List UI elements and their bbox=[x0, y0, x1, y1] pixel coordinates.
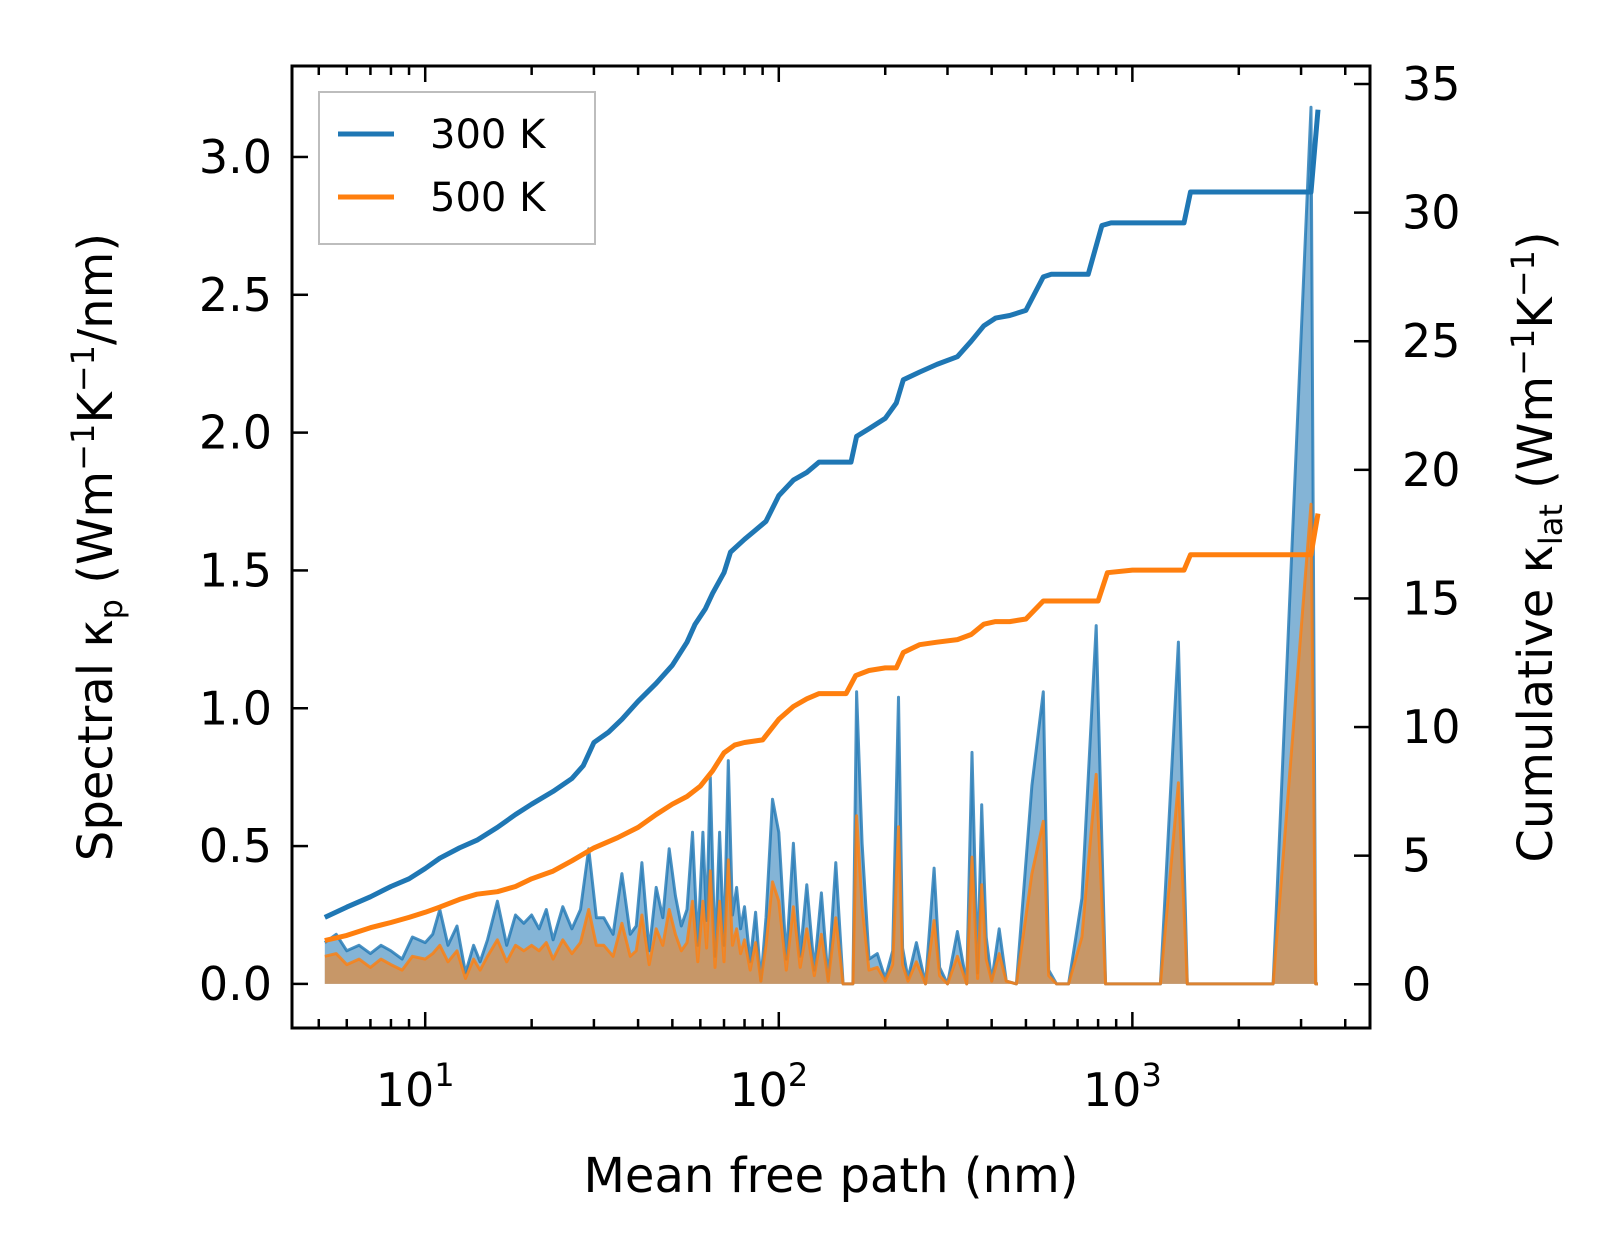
y-left-tick-label: 1.0 bbox=[199, 681, 272, 735]
x-tick-label: 101 bbox=[376, 1056, 455, 1117]
y-right-tick-label: 5 bbox=[1402, 829, 1431, 883]
legend-label-500k: 500 K bbox=[430, 175, 547, 221]
y-left-tick-label: 0.0 bbox=[199, 957, 272, 1011]
legend-label-300k: 300 K bbox=[430, 112, 547, 158]
x-axis-title: Mean free path (nm) bbox=[584, 1148, 1079, 1204]
spectral-line-500k bbox=[324, 502, 1318, 986]
y-right-tick-label: 20 bbox=[1402, 443, 1461, 497]
cumulative-line-500k bbox=[324, 513, 1321, 943]
legend: 300 K 500 K bbox=[318, 91, 596, 245]
x-tick-label: 102 bbox=[729, 1056, 808, 1117]
y-left-tick-label: 1.5 bbox=[199, 543, 272, 597]
cumulative-line-300k bbox=[323, 109, 1321, 920]
spectral-layer bbox=[323, 105, 1318, 986]
y-right-axis-title: Cumulative κlat (Wm−1K−1) bbox=[1504, 231, 1570, 862]
axes-layer: 101 102 103 0.0 0.5 1.0 1.5 2.0 2.5 3.0 0 5 10 15 20 25… bbox=[199, 57, 1461, 1117]
y-left-tick-label: 2.0 bbox=[199, 406, 272, 460]
legend-box bbox=[318, 91, 596, 245]
y-left-tick-label: 2.5 bbox=[199, 268, 272, 322]
y-left-axis-title: Spectral κp (Wm−1K−1/nm) bbox=[64, 233, 130, 861]
y-right-tick-label: 10 bbox=[1402, 700, 1461, 754]
y-left-tick-label: 0.5 bbox=[199, 819, 272, 873]
y-right-tick-label: 15 bbox=[1402, 571, 1461, 625]
y-right-tick-label: 25 bbox=[1402, 314, 1461, 368]
cumulative-layer bbox=[323, 109, 1321, 943]
y-right-tick-label: 0 bbox=[1402, 957, 1431, 1011]
y-left-tick-label: 3.0 bbox=[199, 130, 272, 184]
x-tick-label: 103 bbox=[1083, 1056, 1162, 1117]
y-right-tick-label: 35 bbox=[1402, 57, 1461, 111]
y-right-tick-label: 30 bbox=[1402, 186, 1461, 240]
plot-frame bbox=[290, 64, 1372, 1030]
